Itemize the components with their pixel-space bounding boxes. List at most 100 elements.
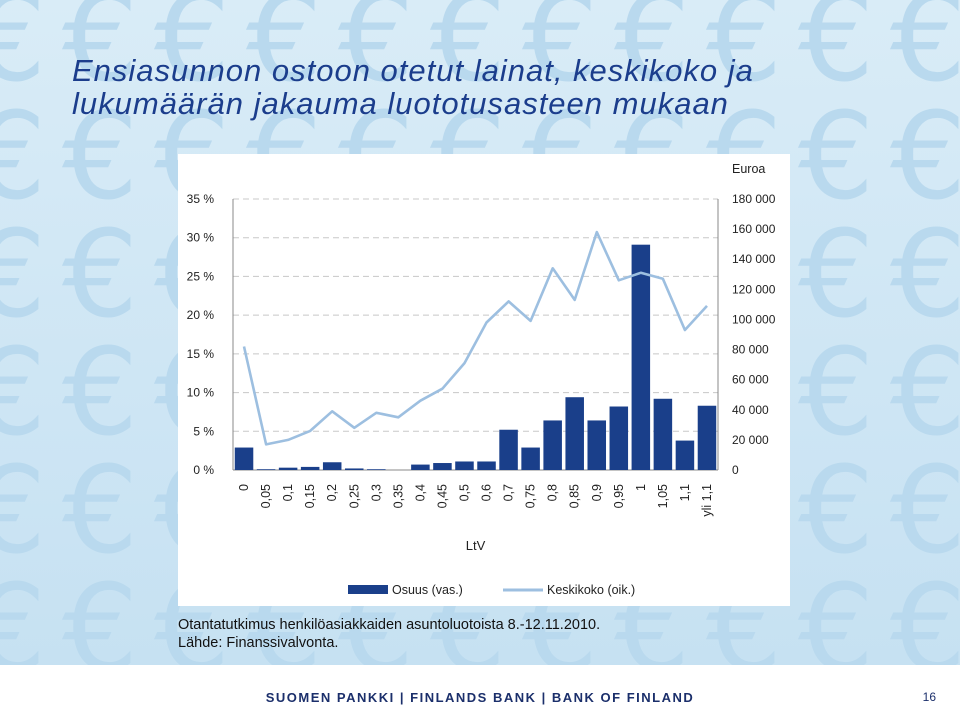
caption-line-2: Lähde: Finanssivalvonta. bbox=[178, 635, 339, 651]
y-right-unit-label: Euroa bbox=[732, 162, 765, 176]
combo-chart: 0 % 5 % 10 % 15 % 20 % 25 % 30 % 35 % 0 20 000 40 … bbox=[187, 162, 776, 597]
x-tick-label: 0,75 bbox=[524, 484, 538, 508]
bar-0,05 bbox=[256, 469, 276, 470]
bar-1 bbox=[631, 244, 651, 470]
page-title: Ensiasunnon ostoon otetut lainat, keskik… bbox=[72, 54, 932, 120]
euro-symbol-icon: € bbox=[62, 442, 139, 581]
x-tick-label: 0,8 bbox=[546, 484, 560, 501]
y-left-tick-label: 0 % bbox=[193, 463, 214, 477]
bar-0,75 bbox=[521, 447, 540, 470]
legend-label-bar: Osuus (vas.) bbox=[392, 583, 463, 597]
y-right-tick-label: 100 000 bbox=[732, 312, 776, 326]
y-left-tick-label: 30 % bbox=[187, 231, 215, 245]
euro-symbol-icon: € bbox=[798, 560, 875, 666]
bar-0,95 bbox=[609, 406, 629, 470]
y-right-tick-label: 140 000 bbox=[732, 252, 776, 266]
bar-0,6 bbox=[477, 461, 496, 470]
euro-symbol-icon: € bbox=[430, 0, 507, 109]
y-left-tick-label: 15 % bbox=[187, 347, 215, 361]
bar-0,45 bbox=[433, 463, 452, 470]
footer-bar bbox=[0, 665, 960, 707]
x-tick-label: 0,25 bbox=[347, 484, 361, 508]
x-tick-label: 0 bbox=[237, 484, 251, 491]
y-right-tick-label: 80 000 bbox=[732, 343, 769, 357]
euro-symbol-icon: € bbox=[798, 442, 875, 581]
bar-yli 1,1 bbox=[697, 405, 717, 470]
bar-0,4 bbox=[411, 464, 430, 470]
bar-0,15 bbox=[300, 466, 320, 470]
y-left-tick-label: 35 % bbox=[187, 192, 215, 206]
euro-symbol-icon: € bbox=[890, 0, 960, 109]
legend-label-line: Keskikoko (oik.) bbox=[547, 583, 635, 597]
x-tick-label: 1 bbox=[634, 484, 648, 491]
footer-text: SUOMEN PANKKI | FINLANDS BANK | BANK OF … bbox=[265, 690, 695, 705]
bar-0,25 bbox=[344, 468, 364, 470]
x-tick-label: 0,2 bbox=[325, 484, 339, 501]
y-left-tick-label: 10 % bbox=[187, 386, 215, 400]
euro-symbol-icon: € bbox=[154, 0, 231, 109]
title-line-2: lukumäärän jakauma luototusasteen mukaan bbox=[72, 86, 729, 121]
euro-symbol-icon: € bbox=[890, 560, 960, 666]
x-tick-label: 0,6 bbox=[480, 484, 494, 501]
euro-symbol-icon: € bbox=[62, 560, 139, 666]
euro-symbol-icon: € bbox=[522, 0, 599, 109]
bar-0,9 bbox=[587, 420, 607, 470]
x-tick-label: 0,9 bbox=[590, 484, 604, 501]
x-tick-label: 0,45 bbox=[435, 484, 449, 508]
euro-symbol-icon: € bbox=[338, 0, 415, 109]
legend-bar-swatch bbox=[348, 585, 388, 594]
euro-symbol-icon: € bbox=[614, 0, 691, 109]
euro-symbol-icon: € bbox=[798, 206, 875, 345]
y-left-tick-label: 5 % bbox=[193, 424, 214, 438]
x-tick-label: 0,3 bbox=[369, 484, 383, 501]
bar-0,5 bbox=[455, 461, 474, 470]
euro-symbol-icon: € bbox=[0, 560, 47, 666]
y-right-tick-label: 0 bbox=[732, 463, 739, 477]
bar-1,1 bbox=[675, 440, 695, 470]
euro-symbol-icon: € bbox=[0, 442, 47, 581]
euro-symbol-icon: € bbox=[62, 0, 139, 109]
y-right-tick-label: 40 000 bbox=[732, 403, 769, 417]
euro-symbol-icon: € bbox=[62, 206, 139, 345]
bar-1,05 bbox=[653, 398, 673, 470]
euro-symbol-icon: € bbox=[0, 88, 47, 227]
x-tick-label: 0,05 bbox=[259, 484, 273, 508]
x-tick-label: 0,4 bbox=[413, 484, 427, 501]
x-tick-label: 0,7 bbox=[502, 484, 516, 501]
bar-0,7 bbox=[499, 429, 518, 470]
x-tick-label: 1,05 bbox=[656, 484, 670, 508]
y-right-tick-label: 180 000 bbox=[732, 192, 776, 206]
x-tick-label: 0,95 bbox=[612, 484, 626, 508]
y-right-tick-label: 120 000 bbox=[732, 282, 776, 296]
x-tick-label: yli 1,1 bbox=[700, 484, 714, 517]
page-number: 16 bbox=[922, 690, 936, 704]
euro-symbol-icon: € bbox=[62, 324, 139, 463]
x-tick-label: 0,1 bbox=[281, 484, 295, 501]
euro-symbol-icon: € bbox=[706, 0, 783, 109]
euro-symbol-icon: € bbox=[246, 0, 323, 109]
x-tick-label: 0,35 bbox=[391, 484, 405, 508]
euro-symbol-icon: € bbox=[0, 206, 47, 345]
line-series-keskikoko bbox=[242, 230, 708, 446]
y-right-tick-label: 160 000 bbox=[732, 222, 776, 236]
chart-panel: 0 % 5 % 10 % 15 % 20 % 25 % 30 % 35 % 0 20 000 40 … bbox=[178, 154, 790, 606]
euro-symbol-icon: € bbox=[798, 324, 875, 463]
euro-symbol-icon: € bbox=[798, 0, 875, 109]
bar-0 bbox=[234, 447, 254, 470]
y-left-tick-label: 20 % bbox=[187, 308, 215, 322]
bar-0,1 bbox=[278, 467, 298, 470]
title-line-1: Ensiasunnon ostoon otetut lainat, keskik… bbox=[72, 53, 754, 88]
caption-line-1: Otantatutkimus henkilöasiakkaiden asunto… bbox=[178, 617, 601, 633]
chart-caption: Otantatutkimus henkilöasiakkaiden asunto… bbox=[178, 616, 600, 652]
x-tick-label: 0,15 bbox=[303, 484, 317, 508]
euro-symbol-icon: € bbox=[890, 206, 960, 345]
bar-0,2 bbox=[322, 462, 342, 470]
bar-0,3 bbox=[367, 469, 386, 470]
euro-symbol-icon: € bbox=[890, 442, 960, 581]
euro-symbol-icon: € bbox=[0, 0, 47, 109]
y-right-tick-label: 60 000 bbox=[732, 373, 769, 387]
x-tick-label: 0,85 bbox=[568, 484, 582, 508]
euro-symbol-icon: € bbox=[890, 324, 960, 463]
euro-symbol-icon: € bbox=[890, 88, 960, 227]
x-tick-label: 0,5 bbox=[457, 484, 471, 501]
